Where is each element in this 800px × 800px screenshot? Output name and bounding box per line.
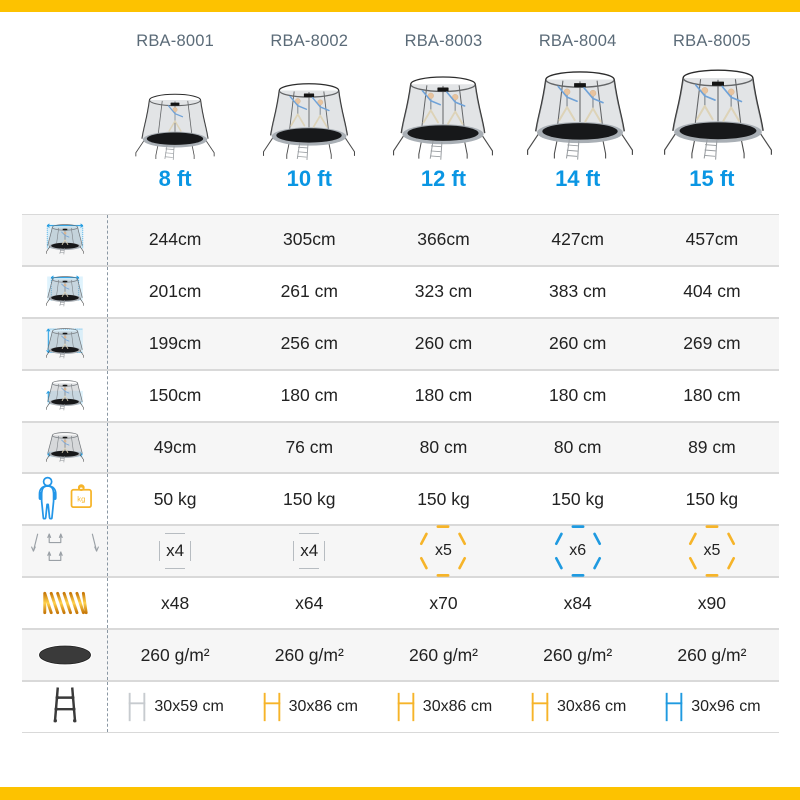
svg-text:kg: kg (77, 495, 85, 504)
